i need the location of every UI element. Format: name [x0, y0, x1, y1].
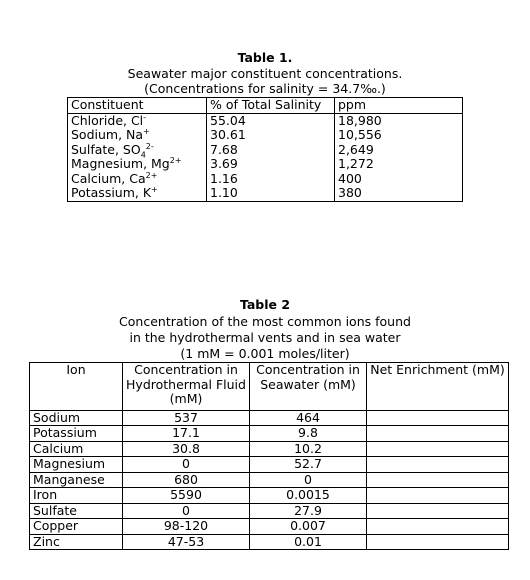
- header-percent-salinity: % of Total Salinity: [206, 97, 335, 114]
- net-enrichment-cell: [366, 533, 509, 550]
- constituent-cell: Calcium, Ca2+: [67, 171, 207, 186]
- seawater-cell: 10.2: [249, 440, 367, 457]
- seawater-cell: 0: [249, 471, 367, 488]
- ion-cell: Potassium: [29, 425, 123, 442]
- percent-cell: 30.61: [206, 127, 335, 143]
- table1-subtitle: Seawater major constituent concentration…: [127, 66, 403, 81]
- net-enrichment-cell: [366, 471, 509, 488]
- header-constituent: Constituent: [67, 97, 207, 114]
- table-row: Potassium 17.1 9.8: [29, 425, 509, 442]
- constituent-cell: Sulfate, SO42-: [67, 142, 207, 159]
- header-ppm: ppm: [334, 97, 463, 114]
- table-row: Magnesium 0 52.7: [29, 456, 509, 473]
- table1-note: (Concentrations for salinity = 34.7‰.): [144, 81, 386, 96]
- table-row: Calcium, Ca2+ 1.16 400: [67, 171, 463, 186]
- header-net-enrichment: Net Enrichment (mM): [366, 362, 509, 411]
- constituent-cell: Sodium, Na+: [67, 127, 207, 143]
- constituent-cell: Potassium, K+: [67, 185, 207, 202]
- percent-cell: 3.69: [206, 156, 335, 172]
- net-enrichment-cell: [366, 409, 509, 426]
- constituent-cell: Chloride, Cl-: [67, 112, 207, 128]
- seawater-cell: 0.007: [249, 518, 367, 535]
- table-row: Sodium, Na+ 30.61 10,556: [67, 127, 463, 143]
- ion-cell: Zinc: [29, 533, 123, 550]
- table-row: Sulfate 0 27.9: [29, 502, 509, 519]
- seawater-cell: 9.8: [249, 425, 367, 442]
- table2-caption-line1: Concentration of the most common ions fo…: [119, 314, 411, 329]
- header-ion: Ion: [29, 362, 123, 411]
- table-row: Copper 98-120 0.007: [29, 518, 509, 535]
- ion-cell: Sodium: [29, 409, 123, 426]
- ppm-cell: 380: [334, 185, 463, 202]
- net-enrichment-cell: [366, 456, 509, 473]
- net-enrichment-cell: [366, 502, 509, 519]
- ppm-cell: 2,649: [334, 142, 463, 157]
- table2-title: Table 2: [239, 297, 291, 312]
- seawater-cell: 0.0015: [249, 487, 367, 504]
- header-hydrothermal: Concentration in Hydrothermal Fluid (mM): [122, 362, 250, 411]
- ion-cell: Calcium: [29, 440, 123, 457]
- table2-caption-line2: in the hydrothermal vents and in sea wat…: [129, 330, 401, 345]
- table-row: Sulfate, SO42- 7.68 2,649: [67, 142, 463, 159]
- seawater-cell: 464: [249, 409, 367, 426]
- net-enrichment-cell: [366, 425, 509, 442]
- ppm-cell: 18,980: [334, 112, 463, 128]
- table-row: Manganese 680 0: [29, 471, 509, 488]
- percent-cell: 7.68: [206, 142, 335, 157]
- hydrothermal-cell: 537: [122, 409, 250, 426]
- hydrothermal-cell: 680: [122, 471, 250, 488]
- ion-cell: Magnesium: [29, 456, 123, 473]
- hydrothermal-cell: 30.8: [122, 440, 250, 457]
- ion-cell: Manganese: [29, 471, 123, 488]
- table-row: Potassium, K+ 1.10 380: [67, 185, 463, 202]
- hydrothermal-cell: 5590: [122, 487, 250, 504]
- hydrothermal-cell: 0: [122, 502, 250, 519]
- hydrothermal-cell: 0: [122, 456, 250, 473]
- constituent-cell: Magnesium, Mg2+: [67, 156, 207, 172]
- table1-title: Table 1.: [237, 50, 293, 65]
- table-row: Calcium 30.8 10.2: [29, 440, 509, 457]
- ppm-cell: 400: [334, 171, 463, 186]
- ppm-cell: 10,556: [334, 127, 463, 143]
- header-seawater: Concentration in Seawater (mM): [249, 362, 367, 411]
- hydrothermal-cell: 47-53: [122, 533, 250, 550]
- table-row: Chloride, Cl- 55.04 18,980: [67, 112, 463, 128]
- table-row: Sodium 537 464: [29, 409, 509, 426]
- ion-cell: Copper: [29, 518, 123, 535]
- table2-caption-line3: (1 mM = 0.001 moles/liter): [180, 346, 350, 361]
- net-enrichment-cell: [366, 518, 509, 535]
- net-enrichment-cell: [366, 487, 509, 504]
- percent-cell: 1.10: [206, 185, 335, 202]
- hydrothermal-cell: 17.1: [122, 425, 250, 442]
- ion-concentration-table: Ion Concentration in Hydrothermal Fluid …: [29, 362, 509, 550]
- constituent-table: Constituent % of Total Salinity ppm Chlo…: [67, 97, 463, 202]
- table-row: Iron 5590 0.0015: [29, 487, 509, 504]
- ion-cell: Iron: [29, 487, 123, 504]
- ppm-cell: 1,272: [334, 156, 463, 172]
- net-enrichment-cell: [366, 440, 509, 457]
- percent-cell: 1.16: [206, 171, 335, 186]
- percent-cell: 55.04: [206, 112, 335, 128]
- seawater-cell: 52.7: [249, 456, 367, 473]
- table-row: Magnesium, Mg2+ 3.69 1,272: [67, 156, 463, 172]
- table-row: Zinc 47-53 0.01: [29, 533, 509, 550]
- hydrothermal-cell: 98-120: [122, 518, 250, 535]
- seawater-cell: 0.01: [249, 533, 367, 550]
- ion-cell: Sulfate: [29, 502, 123, 519]
- seawater-cell: 27.9: [249, 502, 367, 519]
